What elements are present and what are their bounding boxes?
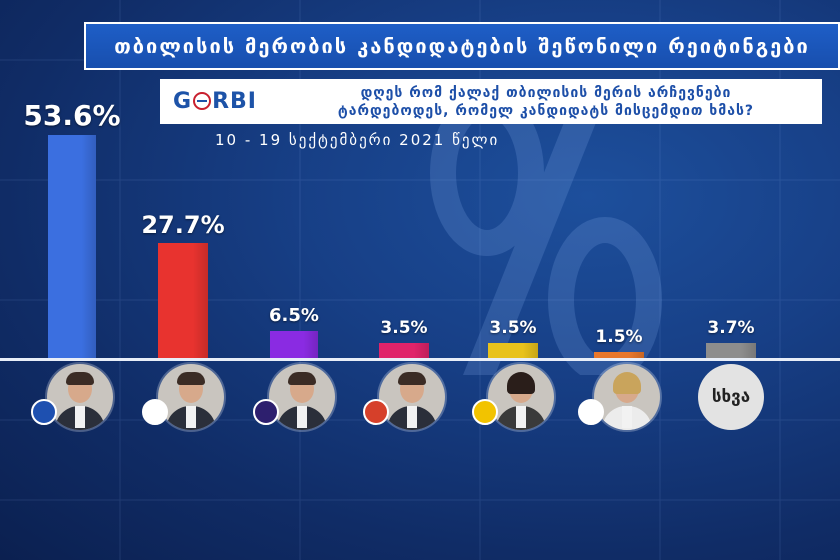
- photo-shirt: [407, 406, 417, 428]
- party-logo-icon-4: [363, 399, 389, 425]
- party-logo-icon-3: [253, 399, 279, 425]
- logo-text: G RBI: [173, 89, 257, 114]
- gorbi-logo: G RBI: [160, 79, 270, 124]
- photo-shirt: [186, 406, 196, 428]
- value-label-2: 27.7%: [141, 210, 225, 239]
- photo-hair: [177, 372, 205, 385]
- bar-4: [379, 343, 429, 358]
- value-label-6: 1.5%: [595, 326, 643, 347]
- photo-shirt: [75, 406, 85, 428]
- title-banner: თბილისის მერობის კანდიდატების შეწონილი რ…: [84, 22, 840, 70]
- globe-icon: [193, 92, 212, 110]
- survey-date: 10 - 19 სექტემბერი 2021 წელი: [215, 131, 500, 149]
- bar-6: [594, 351, 644, 358]
- candidate-photo-3: [269, 364, 335, 430]
- bar-2: [158, 242, 208, 358]
- value-label-5: 3.5%: [489, 318, 537, 339]
- value-label-4: 3.5%: [380, 318, 428, 339]
- photo-hair: [398, 372, 426, 385]
- photo-hair: [613, 372, 641, 394]
- other-label: სხვა: [698, 364, 764, 430]
- candidate-photo-4: [379, 364, 445, 430]
- photo-hair: [66, 372, 94, 385]
- value-label-1: 53.6%: [23, 99, 121, 132]
- party-logo-icon-5: [472, 399, 498, 425]
- photo-shirt: [297, 406, 307, 428]
- bar-7: [706, 342, 756, 358]
- bar-3: [270, 330, 318, 358]
- bar-5: [488, 343, 538, 358]
- survey-question: დღეს რომ ქალაქ თბილისის მერის არჩევნები …: [270, 84, 822, 120]
- party-logo-icon-1: [31, 399, 57, 425]
- candidate-photo-2: [158, 364, 224, 430]
- photo-hair: [507, 372, 535, 394]
- value-label-3: 6.5%: [269, 304, 319, 326]
- candidate-photo-6: [594, 364, 660, 430]
- party-logo-icon-6: [578, 399, 604, 425]
- chart-title: თბილისის მერობის კანდიდატების შეწონილი რ…: [114, 34, 810, 58]
- candidate-photo-1: [47, 364, 113, 430]
- photo-hair: [288, 372, 316, 385]
- value-label-7: 3.7%: [707, 317, 755, 338]
- photo-shirt: [622, 406, 632, 428]
- chart-baseline: [0, 358, 840, 361]
- bar-1: [48, 135, 96, 358]
- candidate-photo-5: [488, 364, 554, 430]
- photo-shirt: [516, 406, 526, 428]
- question-line-2: ტარდებოდეს, რომელ კანდიდატს მისცემდით ხმ…: [337, 102, 755, 119]
- question-box: G RBI დღეს რომ ქალაქ თბილისის მერის არჩევ…: [160, 79, 822, 124]
- question-line-1: დღეს რომ ქალაქ თბილისის მერის არჩევნები: [360, 84, 732, 101]
- party-logo-icon-2: [142, 399, 168, 425]
